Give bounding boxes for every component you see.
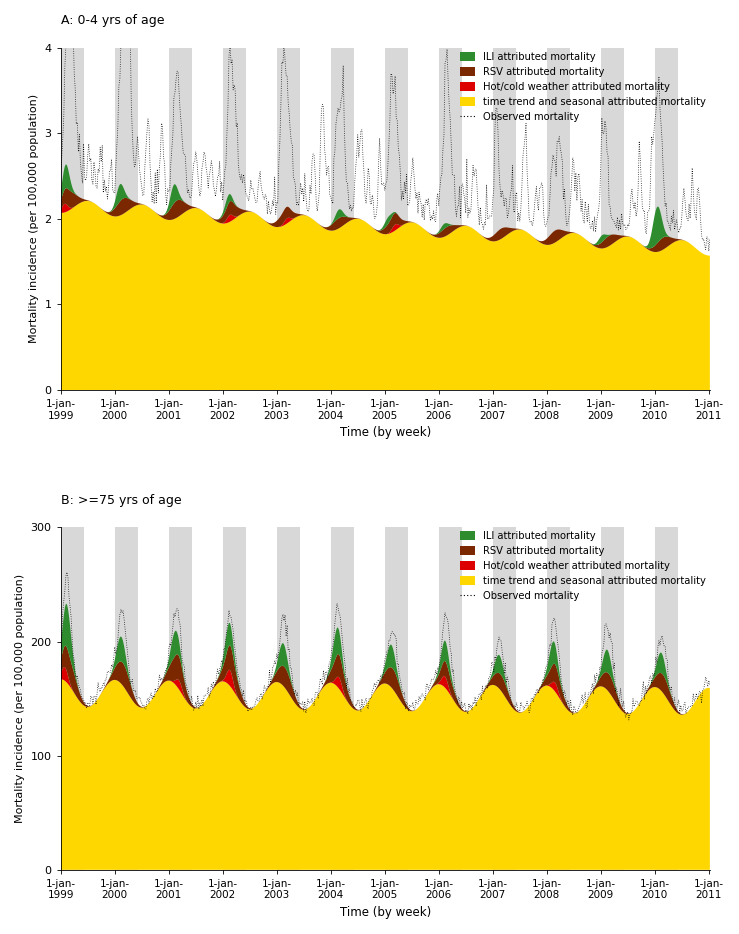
X-axis label: Time (by week): Time (by week) <box>340 426 431 439</box>
Bar <box>222 528 245 870</box>
Bar <box>276 528 299 870</box>
Y-axis label: Mortality incidence (per 100,000 population): Mortality incidence (per 100,000 populat… <box>29 94 39 344</box>
Bar <box>61 528 84 870</box>
Bar <box>655 48 678 390</box>
X-axis label: Time (by week): Time (by week) <box>340 906 431 919</box>
Bar <box>168 528 191 870</box>
Bar <box>276 48 299 390</box>
Text: B: >=75 yrs of age: B: >=75 yrs of age <box>61 494 181 507</box>
Bar <box>547 48 570 390</box>
Legend: ILI attributed mortality, RSV attributed mortality, Hot/cold weather attributed : ILI attributed mortality, RSV attributed… <box>456 48 710 125</box>
Bar <box>439 528 462 870</box>
Bar <box>222 48 245 390</box>
Bar <box>547 528 570 870</box>
Bar <box>493 528 516 870</box>
Bar <box>115 48 137 390</box>
Bar <box>655 528 678 870</box>
Legend: ILI attributed mortality, RSV attributed mortality, Hot/cold weather attributed : ILI attributed mortality, RSV attributed… <box>456 528 710 605</box>
Bar <box>493 48 516 390</box>
Bar <box>601 48 624 390</box>
Bar <box>331 48 353 390</box>
Bar <box>331 528 353 870</box>
Bar <box>439 48 462 390</box>
Bar <box>115 528 137 870</box>
Bar <box>61 48 84 390</box>
Text: A: 0-4 yrs of age: A: 0-4 yrs of age <box>61 14 164 27</box>
Bar <box>385 528 408 870</box>
Bar <box>168 48 191 390</box>
Bar <box>601 528 624 870</box>
Bar <box>385 48 408 390</box>
Y-axis label: Mortality incidence (per 100,000 population): Mortality incidence (per 100,000 populat… <box>15 574 25 823</box>
